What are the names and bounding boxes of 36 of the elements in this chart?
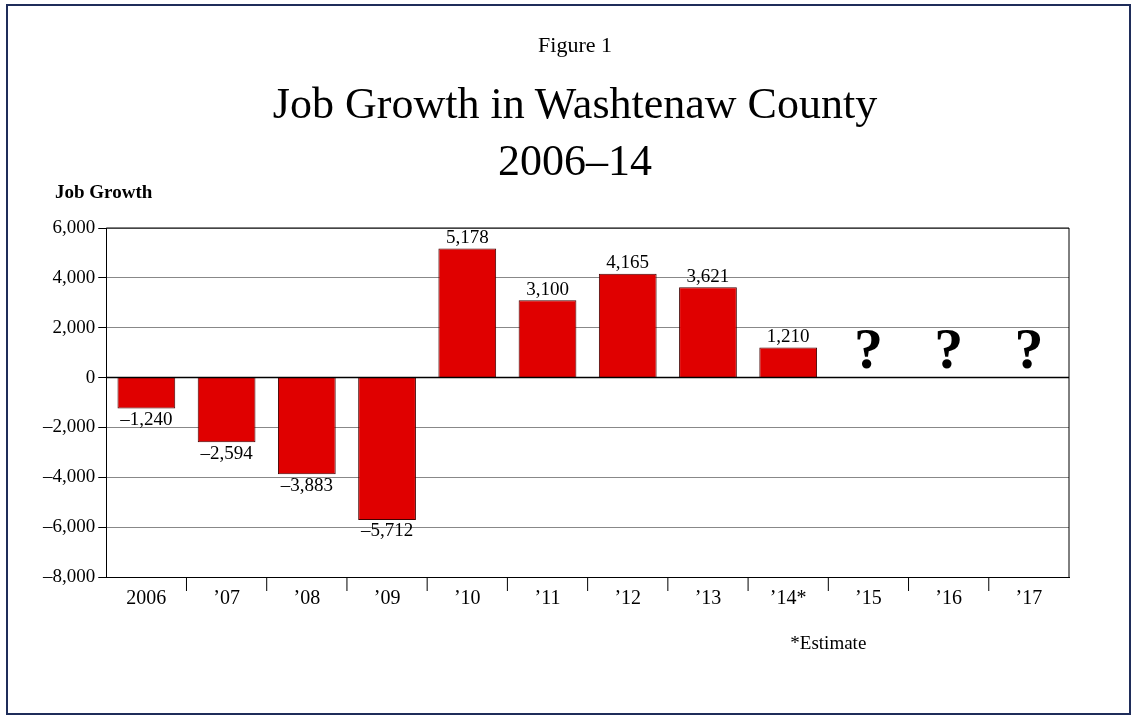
- y-tick-label: –2,000: [42, 415, 96, 437]
- y-axis-title: Job Growth: [55, 181, 153, 202]
- data-label: 3,100: [526, 277, 569, 299]
- data-label: 5,178: [445, 225, 489, 247]
- x-tick-label: 2006: [126, 586, 167, 609]
- annotation: ?: [853, 315, 883, 381]
- data-label: 4,165: [606, 251, 650, 273]
- x-tick-label: ’07: [213, 586, 240, 609]
- y-tick-label: –4,000: [42, 465, 96, 487]
- chart-title: Job Growth in Washtenaw County 2006–14: [272, 79, 878, 185]
- y-tick-label: –8,000: [42, 564, 96, 586]
- data-label: –2,594: [199, 441, 254, 463]
- data-label: –5,712: [359, 519, 414, 541]
- x-tick-label: ’17: [1015, 586, 1043, 609]
- y-tick-label: 4,000: [52, 265, 96, 287]
- data-label: 1,210: [766, 324, 810, 346]
- y-tick-label: 6,000: [52, 215, 96, 237]
- x-tick-label: ’11: [534, 586, 561, 609]
- data-label: –3,883: [279, 473, 333, 495]
- text: *Estimate: [790, 632, 867, 654]
- x-tick-label: ’08: [293, 586, 321, 609]
- x-tick-label: ’10: [453, 586, 481, 609]
- annotation: ?: [934, 315, 964, 381]
- x-tick-label: ’14*: [769, 586, 807, 609]
- annotation: ?: [1014, 315, 1044, 381]
- x-tick-label: ’13: [694, 586, 722, 609]
- y-tick-label: –6,000: [42, 515, 96, 537]
- chart-subtitle: Figure 1: [538, 32, 612, 57]
- x-tick-label: ’15: [855, 586, 882, 609]
- x-tick-label: ’16: [935, 586, 962, 609]
- y-tick-label: 2,000: [52, 315, 96, 337]
- x-tick-label: ’09: [373, 586, 401, 609]
- data-label: –1,240: [119, 407, 173, 429]
- y-tick-label: 0: [85, 365, 96, 387]
- x-tick-label: ’12: [614, 586, 642, 609]
- data-label: 3,621: [686, 264, 730, 286]
